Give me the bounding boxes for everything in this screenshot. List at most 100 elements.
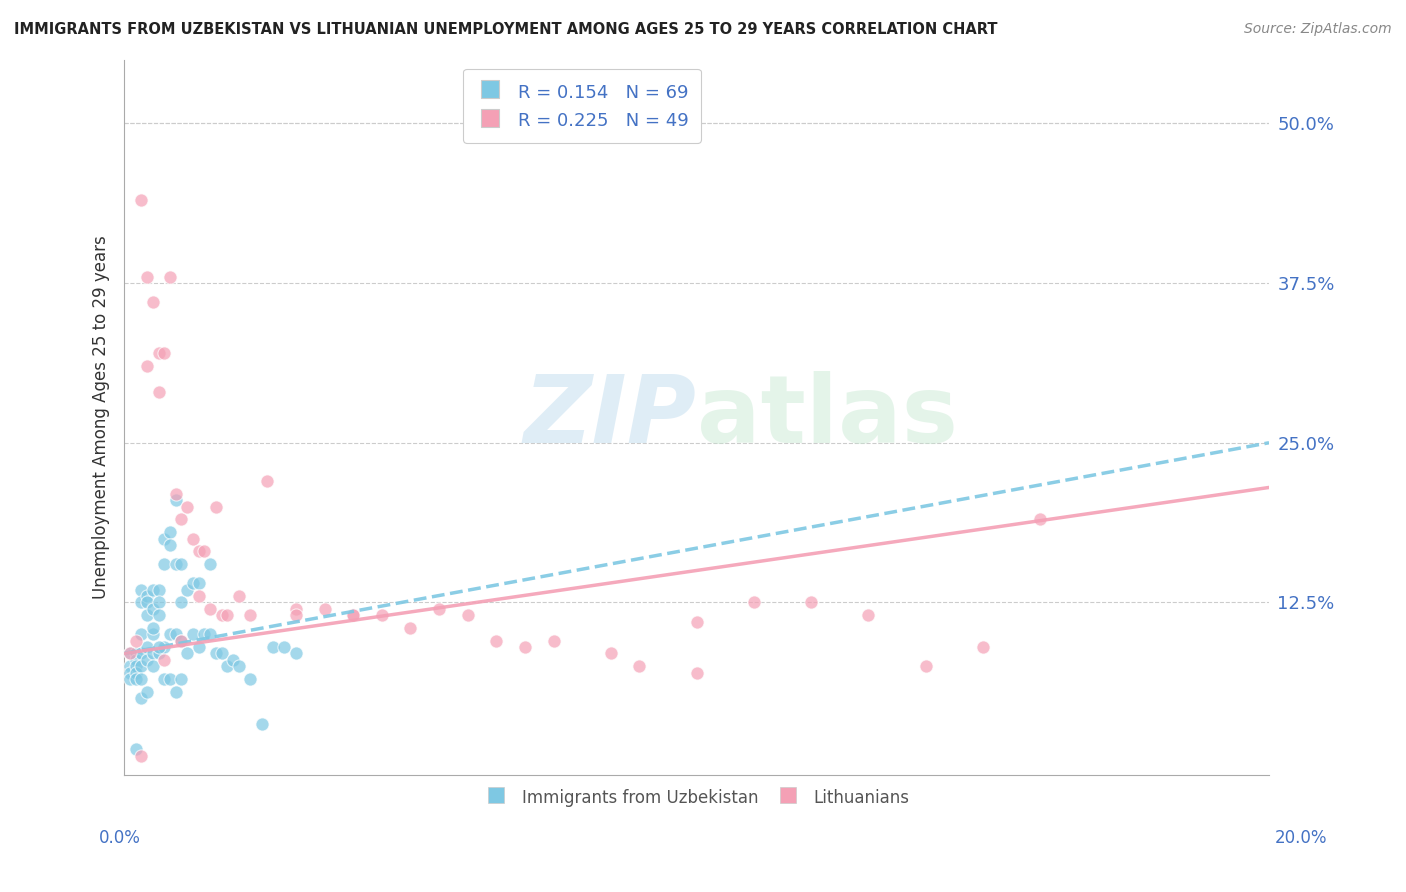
Point	[131, 647, 153, 661]
Point	[176, 500, 198, 514]
Point	[142, 647, 165, 661]
Point	[165, 487, 187, 501]
Point	[124, 742, 146, 756]
Point	[165, 557, 187, 571]
Point	[239, 608, 262, 623]
Point	[124, 665, 146, 680]
Point	[914, 659, 936, 673]
Point	[136, 685, 159, 699]
Point	[198, 557, 221, 571]
Point	[399, 621, 422, 635]
Point	[217, 659, 239, 673]
Point	[222, 653, 245, 667]
Point	[165, 493, 187, 508]
Point	[314, 601, 336, 615]
Point	[198, 627, 221, 641]
Point	[148, 640, 170, 654]
Point	[262, 640, 284, 654]
Point	[148, 595, 170, 609]
Point	[187, 544, 209, 558]
Point	[858, 608, 880, 623]
Point	[170, 633, 193, 648]
Point	[228, 659, 250, 673]
Point	[170, 557, 193, 571]
Point	[181, 532, 204, 546]
Point	[457, 608, 479, 623]
Point	[1029, 512, 1052, 526]
Point	[159, 672, 181, 686]
Text: atlas: atlas	[696, 371, 957, 463]
Point	[131, 582, 153, 597]
Point	[204, 647, 226, 661]
Point	[142, 601, 165, 615]
Point	[142, 582, 165, 597]
Point	[284, 647, 307, 661]
Point	[204, 500, 226, 514]
Point	[250, 716, 273, 731]
Point	[485, 633, 508, 648]
Point	[136, 653, 159, 667]
Point	[217, 608, 239, 623]
Point	[193, 627, 215, 641]
Point	[159, 269, 181, 284]
Point	[742, 595, 765, 609]
Point	[153, 672, 176, 686]
Point	[136, 359, 159, 373]
Point	[153, 532, 176, 546]
Point	[972, 640, 994, 654]
Point	[371, 608, 394, 623]
Point	[342, 608, 364, 623]
Point	[118, 647, 141, 661]
Point	[176, 647, 198, 661]
Point	[124, 672, 146, 686]
Point	[211, 608, 233, 623]
Point	[131, 627, 153, 641]
Point	[228, 589, 250, 603]
Point	[142, 621, 165, 635]
Point	[284, 608, 307, 623]
Point	[342, 608, 364, 623]
Point	[427, 601, 450, 615]
Point	[136, 589, 159, 603]
Point	[136, 608, 159, 623]
Point	[118, 647, 141, 661]
Point	[176, 582, 198, 597]
Point	[170, 595, 193, 609]
Point	[142, 627, 165, 641]
Point	[159, 525, 181, 540]
Point	[239, 672, 262, 686]
Point	[124, 653, 146, 667]
Point	[170, 512, 193, 526]
Point	[193, 544, 215, 558]
Point	[124, 647, 146, 661]
Y-axis label: Unemployment Among Ages 25 to 29 years: Unemployment Among Ages 25 to 29 years	[93, 235, 110, 599]
Point	[118, 659, 141, 673]
Point	[153, 346, 176, 360]
Point	[148, 582, 170, 597]
Point	[148, 384, 170, 399]
Point	[599, 647, 621, 661]
Text: IMMIGRANTS FROM UZBEKISTAN VS LITHUANIAN UNEMPLOYMENT AMONG AGES 25 TO 29 YEARS : IMMIGRANTS FROM UZBEKISTAN VS LITHUANIAN…	[14, 22, 998, 37]
Point	[131, 659, 153, 673]
Point	[198, 601, 221, 615]
Point	[543, 633, 565, 648]
Point	[284, 601, 307, 615]
Point	[628, 659, 651, 673]
Point	[685, 615, 707, 629]
Point	[131, 691, 153, 706]
Point	[131, 672, 153, 686]
Point	[118, 672, 141, 686]
Point	[800, 595, 823, 609]
Legend: Immigrants from Uzbekistan, Lithuanians: Immigrants from Uzbekistan, Lithuanians	[474, 779, 920, 816]
Point	[131, 748, 153, 763]
Text: ZIP: ZIP	[524, 371, 696, 463]
Point	[256, 474, 278, 488]
Point	[136, 269, 159, 284]
Point	[273, 640, 295, 654]
Point	[142, 659, 165, 673]
Point	[165, 627, 187, 641]
Point	[159, 538, 181, 552]
Point	[136, 595, 159, 609]
Point	[159, 627, 181, 641]
Point	[148, 647, 170, 661]
